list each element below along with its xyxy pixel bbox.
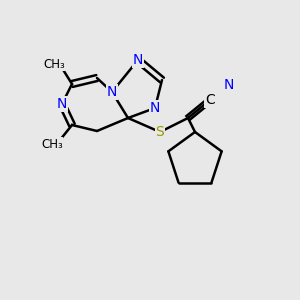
Text: N: N bbox=[57, 97, 67, 111]
Text: CH₃: CH₃ bbox=[43, 58, 65, 70]
Text: CH₃: CH₃ bbox=[41, 137, 63, 151]
Text: S: S bbox=[156, 125, 164, 139]
Text: N: N bbox=[133, 53, 143, 67]
Text: N: N bbox=[224, 78, 234, 92]
Text: N: N bbox=[150, 101, 160, 115]
Text: C: C bbox=[205, 93, 215, 107]
Text: N: N bbox=[107, 85, 117, 99]
